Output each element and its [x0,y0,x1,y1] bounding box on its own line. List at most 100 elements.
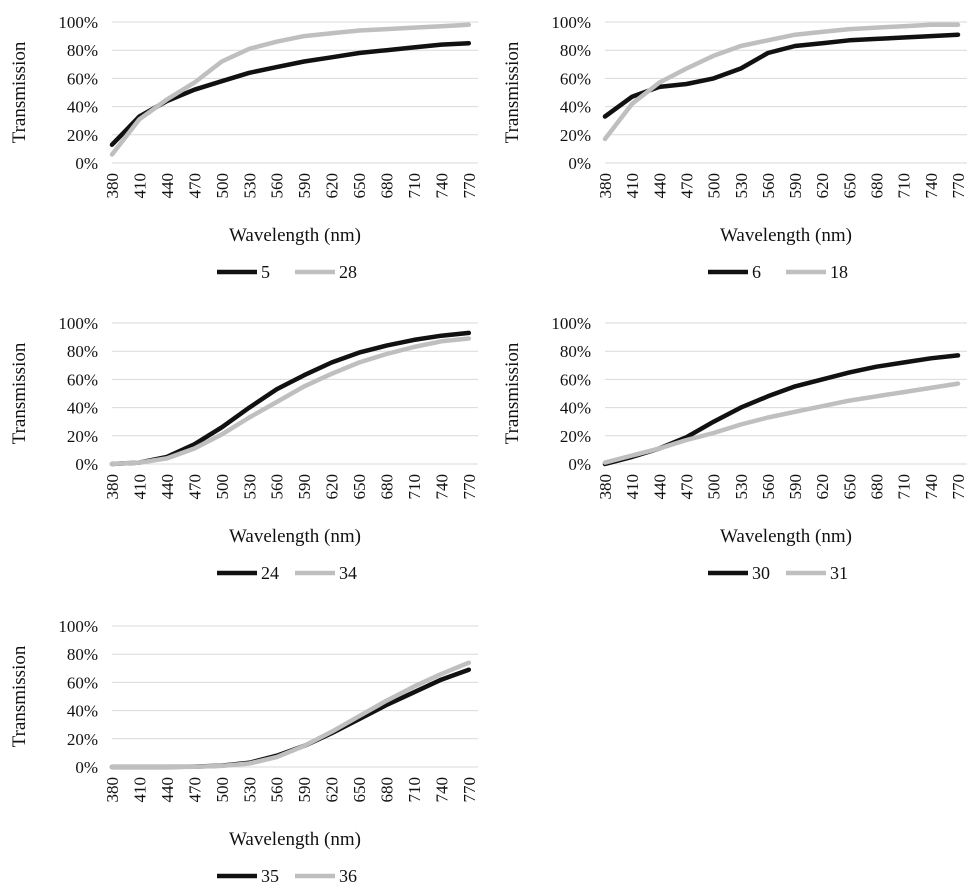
x-tick-label: 740 [432,777,451,803]
x-axis-title: Wavelength (nm) [720,225,852,246]
series-line-31 [602,381,961,465]
x-tick-label: 500 [213,173,232,199]
legend-label: 5 [261,262,270,282]
legend-label: 36 [339,866,357,886]
x-tick-label: 530 [240,777,259,803]
x-tick-label: 440 [158,777,177,803]
x-tick-label: 740 [432,173,451,199]
y-tick-label: 20% [67,126,98,145]
y-tick-label: 80% [67,41,98,60]
x-tick-label: 620 [323,173,342,199]
series-line-36 [109,660,472,770]
x-tick-label: 410 [623,173,642,199]
x-tick-label: 380 [103,173,122,199]
y-tick-label: 80% [67,342,98,361]
x-tick-label: 440 [158,474,177,500]
y-tick-label: 40% [67,702,98,721]
x-tick-label: 440 [650,474,669,500]
y-tick-label: 100% [551,314,591,333]
x-tick-label: 440 [158,173,177,199]
x-tick-label: 560 [268,474,287,500]
y-tick-label: 60% [67,69,98,88]
x-tick-label: 650 [350,474,369,500]
x-tick-label: 740 [922,173,941,199]
legend-label: 35 [261,866,279,886]
x-tick-label: 770 [949,474,968,500]
x-tick-label: 650 [350,173,369,199]
x-tick-label: 560 [759,173,778,199]
x-tick-label: 620 [813,173,832,199]
series-line-6 [602,32,961,119]
x-tick-label: 470 [677,173,696,199]
series-line-5 [109,40,472,147]
chart-panel-4: 0% 20% 40% 60% 80% 100% 380 410 440 470 500 530 560 5… [502,314,968,583]
y-axis-title: Transmission [9,342,30,444]
chart-panel-2: 0% 20% 40% 60% 80% 100% 380 410 440 470 500 530 560 5… [502,13,968,282]
x-tick-label: 470 [185,777,204,803]
y-tick-label: 100% [58,617,98,636]
series-line-34 [109,336,472,467]
x-tick-label: 470 [185,173,204,199]
x-tick-label: 740 [922,474,941,500]
x-tick-label: 590 [786,474,805,500]
legend-label: 34 [339,563,357,583]
series-line-28 [109,22,472,157]
x-tick-label: 680 [868,474,887,500]
y-tick-label: 40% [560,98,591,117]
y-tick-label: 0% [75,154,98,173]
x-tick-label: 710 [895,173,914,199]
x-tick-label: 560 [268,777,287,803]
legend-label: 18 [830,262,848,282]
y-tick-label: 20% [560,126,591,145]
series-line-18 [602,22,961,142]
x-tick-label: 440 [650,173,669,199]
y-tick-label: 20% [560,427,591,446]
x-tick-label: 380 [103,777,122,803]
y-tick-label: 20% [67,427,98,446]
x-axis-title: Wavelength (nm) [229,225,361,246]
x-tick-label: 380 [596,474,615,500]
y-axis-title: Transmission [9,41,30,143]
x-tick-label: 590 [295,173,314,199]
x-tick-label: 470 [677,474,696,500]
y-tick-label: 100% [58,13,98,32]
x-tick-label: 380 [103,474,122,500]
x-tick-label: 710 [405,777,424,803]
x-tick-label: 770 [460,474,479,500]
x-tick-label: 500 [705,474,724,500]
x-tick-label: 680 [378,474,397,500]
y-tick-label: 60% [560,69,591,88]
x-axis-title: Wavelength (nm) [720,526,852,547]
x-tick-label: 410 [130,173,149,199]
y-axis-title: Transmission [502,41,523,143]
legend-label: 6 [752,262,761,282]
x-tick-label: 560 [759,474,778,500]
x-tick-label: 410 [130,777,149,803]
x-tick-label: 590 [295,777,314,803]
x-tick-label: 650 [840,173,859,199]
y-tick-label: 40% [67,399,98,418]
y-tick-label: 80% [560,342,591,361]
x-tick-label: 590 [295,474,314,500]
x-tick-label: 680 [378,173,397,199]
x-tick-label: 740 [432,474,451,500]
legend-label: 28 [339,262,357,282]
x-tick-label: 560 [268,173,287,199]
y-tick-label: 20% [67,730,98,749]
x-tick-label: 410 [130,474,149,500]
x-tick-label: 530 [732,173,751,199]
x-tick-label: 650 [840,474,859,500]
x-tick-label: 410 [623,474,642,500]
x-tick-label: 710 [405,474,424,500]
y-tick-label: 80% [560,41,591,60]
x-tick-label: 710 [895,474,914,500]
chart-panel-3: 0% 20% 40% 60% 80% 100% 380 410 440 470 500 530 560 5… [9,314,479,583]
y-axis-title: Transmission [9,645,30,747]
x-tick-label: 710 [405,173,424,199]
x-tick-label: 500 [705,173,724,199]
y-tick-label: 0% [75,455,98,474]
x-axis-title: Wavelength (nm) [229,829,361,850]
y-tick-label: 40% [67,98,98,117]
x-tick-label: 680 [868,173,887,199]
chart-panel-1: 0% 20% 40% 60% 80% 100% 380 410 440 470 500 530 560 5… [9,13,479,282]
